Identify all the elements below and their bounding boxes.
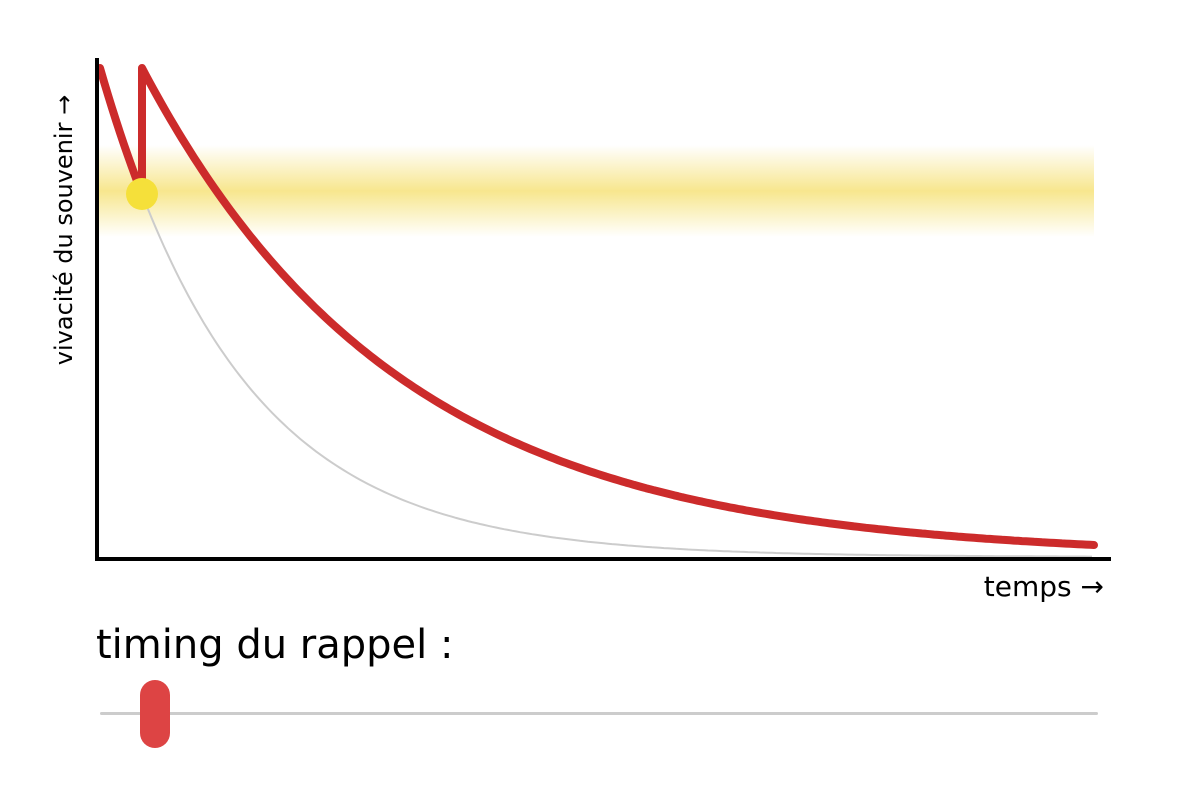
baseline-forgetting-curve: [99, 67, 1092, 558]
optimal-recall-band: [98, 145, 1094, 237]
x-axis-label: temps →: [983, 570, 1104, 603]
recall-timing-slider-track[interactable]: [100, 712, 1098, 715]
recall-timing-label: timing du rappel :: [96, 622, 454, 668]
y-axis-label: vivacité du souvenir →: [50, 94, 78, 366]
recall-point-marker: [126, 178, 158, 210]
recall-timing-slider-thumb[interactable]: [140, 680, 170, 748]
forgetting-curve-with-recall: [96, 64, 1098, 549]
